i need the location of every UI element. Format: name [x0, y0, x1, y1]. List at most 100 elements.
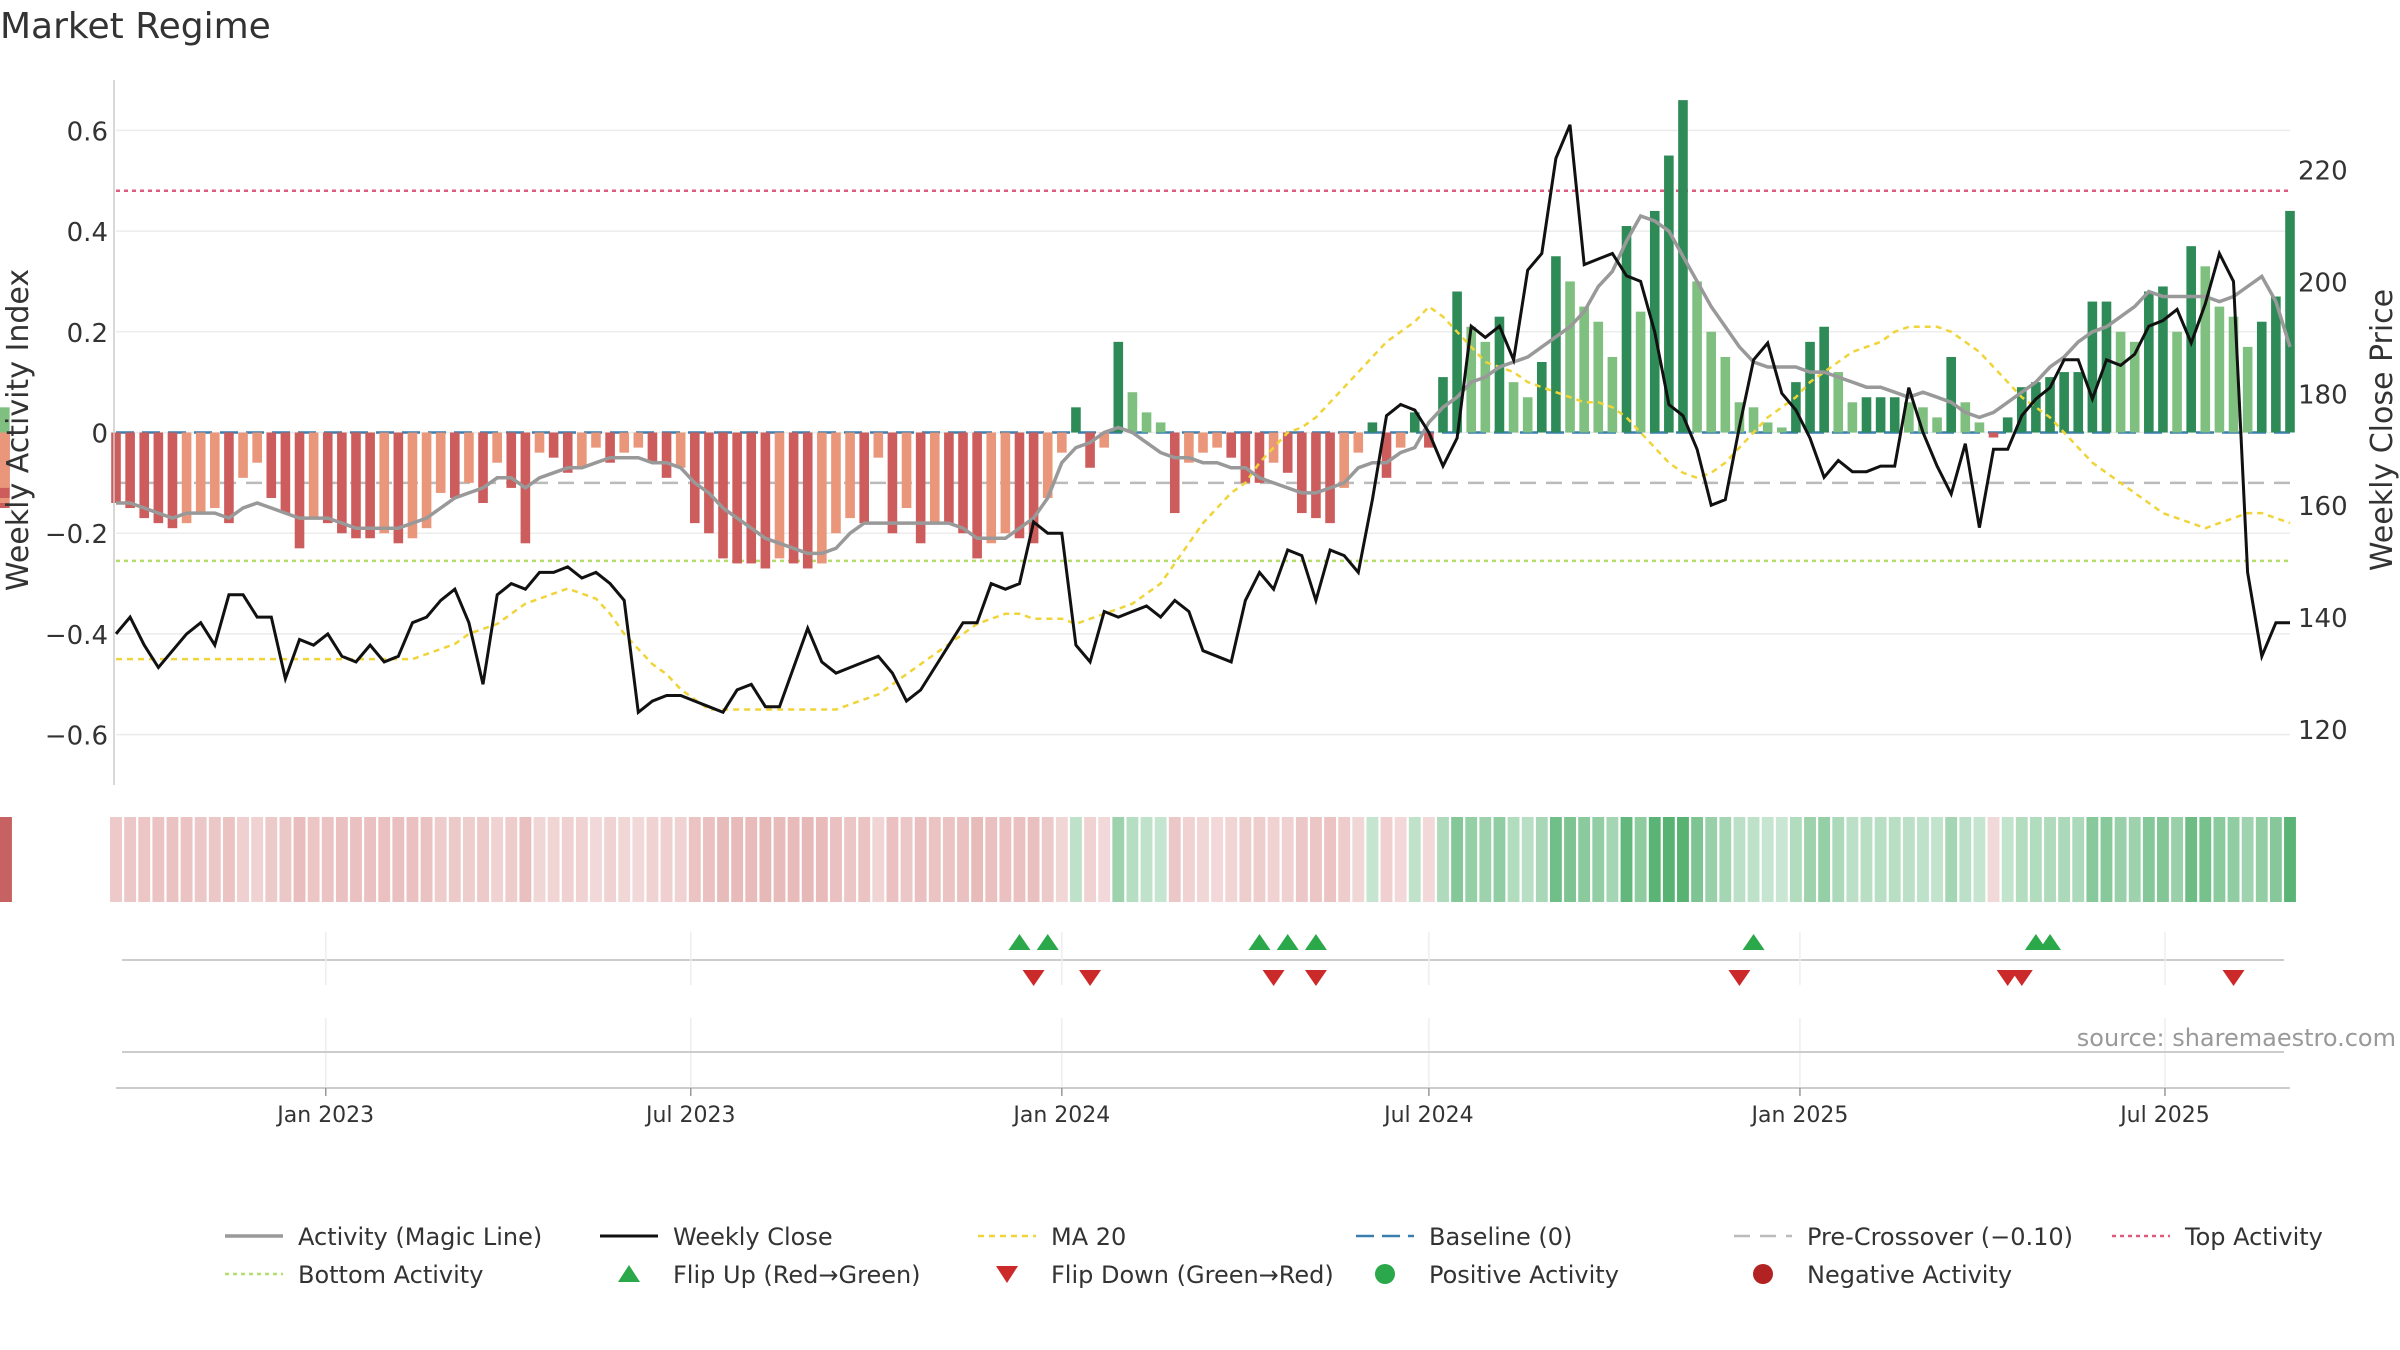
regime-cell [505, 817, 518, 902]
activity-bar [195, 432, 206, 514]
regime-cell [448, 817, 461, 902]
regime-cell [180, 817, 193, 902]
regime-cell [1804, 817, 1816, 902]
x-tick-label: Jan 2023 [275, 1103, 374, 1128]
regime-cell [2171, 817, 2183, 902]
activity-bar [704, 432, 714, 534]
activity-bar [1791, 382, 1801, 433]
axes: −0.6 −0.4 −0.2 0 0.2 0.4 0.6 120 140 160 180 200 220 [45, 80, 2348, 785]
activity-bar [1889, 397, 1900, 433]
regime-cell [688, 817, 701, 902]
activity-bar [1988, 432, 1999, 438]
regime-cell [2086, 817, 2099, 902]
activity-bar [817, 432, 827, 564]
activity-bar [760, 432, 771, 569]
regime-cell [1677, 817, 1689, 902]
regime-cell [561, 817, 574, 902]
legend-flip-up: Flip Up (Red→Green) [618, 1261, 921, 1289]
regime-cell [1959, 817, 1972, 902]
activity-bar [1198, 432, 1208, 453]
regime-cell [350, 817, 362, 902]
regime-cell [1338, 817, 1351, 902]
regime-cell [1140, 817, 1153, 902]
regime-cell [223, 817, 235, 902]
activity-bar [1904, 402, 1914, 433]
activity-bar [1593, 321, 1604, 433]
left-tick-label: −0.6 [45, 722, 108, 752]
legend-swatch [618, 1265, 640, 1282]
activity-bar [958, 432, 968, 534]
legend-label: Flip Up (Red→Green) [673, 1261, 921, 1289]
regime-cell [1013, 817, 1026, 902]
activity-bar [1649, 210, 1660, 433]
regime-cell [1281, 817, 1294, 902]
activity-bar [1607, 356, 1618, 433]
regime-cell [335, 817, 348, 902]
regime-cell [604, 817, 617, 902]
activity-bar [1819, 326, 1829, 433]
regime-cell [1747, 817, 1760, 902]
regime-cell [1055, 817, 1068, 902]
flip-down-marker [1728, 970, 1751, 986]
regime-cell [590, 817, 602, 902]
series-lines [114, 124, 2292, 716]
regime-cell [1126, 817, 1139, 902]
left-tick-label: 0.4 [67, 218, 108, 248]
regime-cell [2044, 817, 2056, 902]
regime-cell [1493, 817, 1506, 902]
regime-cell [0, 817, 12, 902]
regime-cell [717, 817, 729, 902]
regime-cell [1691, 817, 1704, 902]
regime-cell [971, 817, 984, 902]
source-note: source: sharemaestro.com [2076, 1024, 2396, 1052]
activity-bar [1438, 377, 1448, 433]
regime-cell [957, 817, 969, 902]
right-tick-label: 180 [2298, 380, 2348, 410]
activity-bar [1141, 412, 1152, 433]
flip-up-marker [1276, 934, 1299, 950]
activity-bar [1000, 432, 1011, 534]
legend-negative-activity: Negative Activity [1753, 1261, 2012, 1289]
regime-cell [0, 817, 12, 902]
activity-bar [661, 432, 672, 478]
activity-bar [1297, 432, 1307, 514]
activity-bar [2242, 346, 2253, 433]
activity-bar [2115, 331, 2126, 433]
activity-bar [2016, 387, 2027, 433]
activity-bar [1424, 432, 1434, 448]
regime-cell [745, 817, 758, 902]
regime-cell [985, 817, 998, 902]
activity-bar [633, 432, 644, 448]
activity-bar [2200, 266, 2211, 433]
regime-cell [914, 817, 927, 902]
regime-cell [1634, 817, 1647, 902]
legend-top-activity: Top Activity [2112, 1223, 2323, 1251]
legend-label: Weekly Close [673, 1223, 833, 1251]
regime-cell [1662, 817, 1675, 902]
regime-cell [321, 817, 334, 902]
regime-cell [2241, 817, 2254, 902]
legend-label: Negative Activity [1807, 1261, 2012, 1289]
activity-bar [788, 432, 799, 564]
activity-bar [1748, 407, 1759, 433]
activity-bar [1240, 432, 1251, 483]
regime-cell [1860, 817, 1873, 902]
regime-cell [1775, 817, 1788, 902]
activity-bar [1635, 311, 1646, 433]
regime-cell [942, 817, 955, 902]
flip-down-marker [1262, 970, 1285, 986]
regime-cell [1084, 817, 1096, 902]
activity-bar [351, 432, 361, 539]
activity-bar [577, 432, 587, 468]
flip-up-marker [1248, 934, 1271, 950]
activity-bar [2073, 372, 2084, 433]
activity-bar [2101, 301, 2112, 433]
regime-cell [1874, 817, 1887, 902]
regime-cell [731, 817, 744, 902]
regime-cell [801, 817, 814, 902]
activity-bar [210, 432, 220, 509]
activity-bar [2256, 321, 2267, 433]
activity-bar [774, 432, 785, 559]
regime-cell [1182, 817, 1195, 902]
